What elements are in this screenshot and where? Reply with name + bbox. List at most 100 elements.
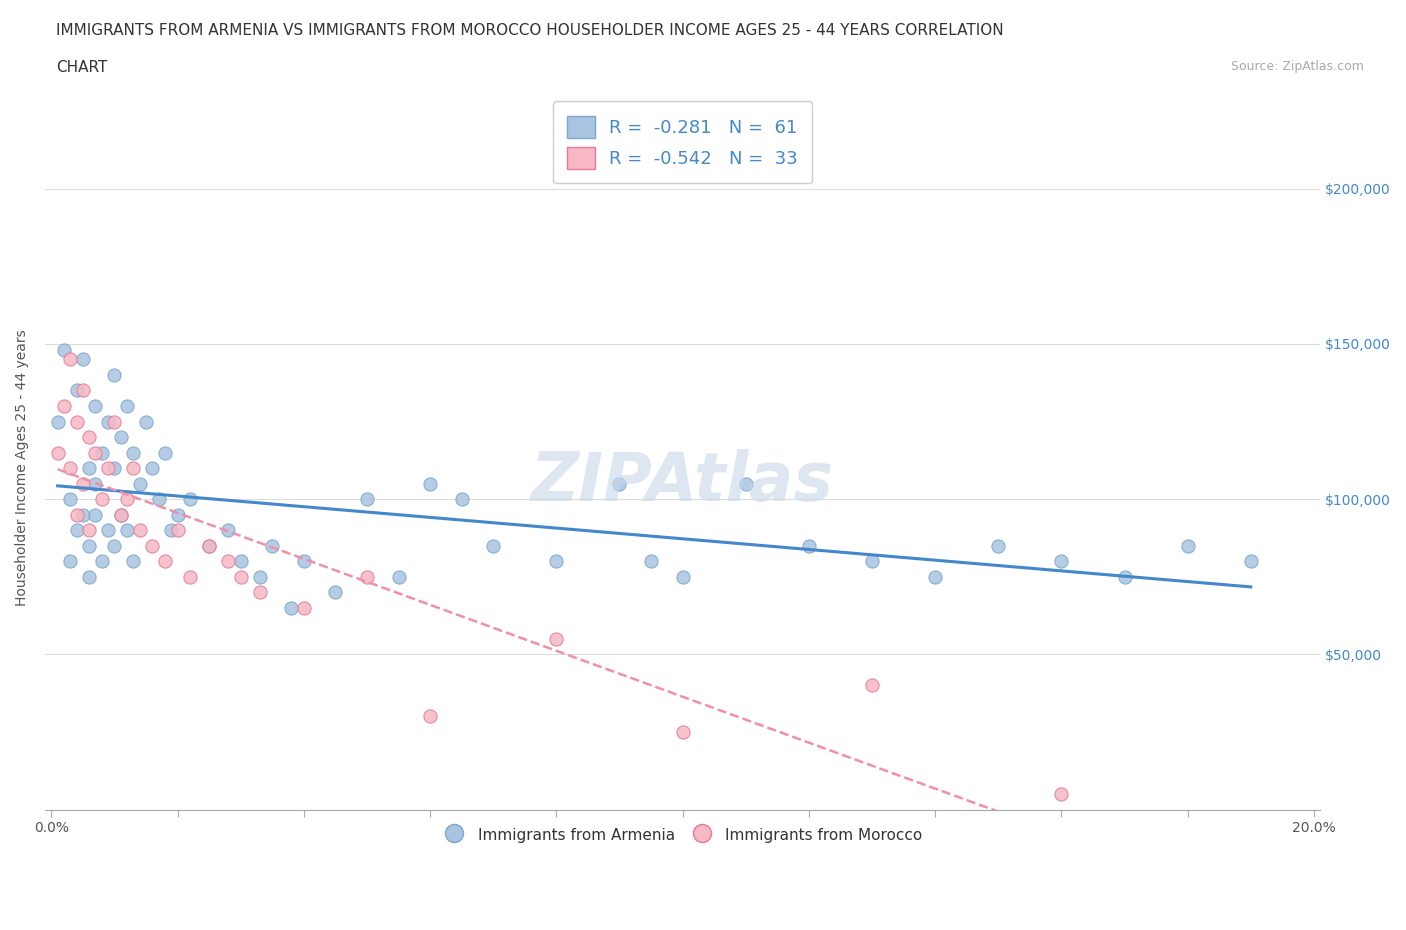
Point	[148, 492, 170, 507]
Point	[59, 553, 82, 568]
Point	[356, 492, 378, 507]
Point	[249, 569, 271, 584]
Point	[103, 414, 125, 429]
Point	[217, 523, 239, 538]
Point	[419, 476, 441, 491]
Point	[160, 523, 183, 538]
Point	[179, 492, 201, 507]
Point	[672, 724, 695, 739]
Point	[217, 553, 239, 568]
Point	[797, 538, 820, 553]
Point	[198, 538, 221, 553]
Point	[46, 414, 69, 429]
Point	[128, 523, 150, 538]
Point	[65, 507, 87, 522]
Point	[987, 538, 1010, 553]
Point	[135, 414, 157, 429]
Point	[77, 569, 100, 584]
Point	[1050, 553, 1073, 568]
Point	[153, 553, 176, 568]
Point	[1240, 553, 1263, 568]
Point	[419, 709, 441, 724]
Point	[356, 569, 378, 584]
Point	[128, 476, 150, 491]
Point	[72, 507, 94, 522]
Point	[90, 492, 112, 507]
Point	[77, 523, 100, 538]
Point	[110, 507, 132, 522]
Point	[72, 476, 94, 491]
Point	[103, 460, 125, 475]
Point	[924, 569, 946, 584]
Point	[141, 538, 163, 553]
Point	[115, 523, 138, 538]
Point	[65, 523, 87, 538]
Point	[292, 601, 315, 616]
Point	[59, 460, 82, 475]
Point	[84, 476, 107, 491]
Point	[65, 383, 87, 398]
Point	[609, 476, 631, 491]
Point	[77, 460, 100, 475]
Point	[122, 445, 145, 460]
Point	[90, 553, 112, 568]
Point	[325, 585, 347, 600]
Point	[59, 492, 82, 507]
Point	[860, 553, 883, 568]
Point	[52, 399, 75, 414]
Point	[249, 585, 271, 600]
Point	[90, 445, 112, 460]
Point	[387, 569, 409, 584]
Point	[103, 538, 125, 553]
Point	[141, 460, 163, 475]
Y-axis label: Householder Income Ages 25 - 44 years: Householder Income Ages 25 - 44 years	[15, 330, 30, 606]
Point	[1177, 538, 1199, 553]
Point	[640, 553, 662, 568]
Point	[110, 430, 132, 445]
Text: IMMIGRANTS FROM ARMENIA VS IMMIGRANTS FROM MOROCCO HOUSEHOLDER INCOME AGES 25 - : IMMIGRANTS FROM ARMENIA VS IMMIGRANTS FR…	[56, 23, 1004, 38]
Point	[84, 445, 107, 460]
Point	[72, 352, 94, 366]
Point	[450, 492, 472, 507]
Point	[122, 553, 145, 568]
Text: ZIPAtlas: ZIPAtlas	[531, 449, 834, 514]
Point	[97, 523, 120, 538]
Point	[546, 553, 568, 568]
Point	[153, 445, 176, 460]
Point	[84, 507, 107, 522]
Point	[280, 601, 302, 616]
Point	[115, 399, 138, 414]
Point	[77, 538, 100, 553]
Point	[115, 492, 138, 507]
Point	[229, 569, 252, 584]
Point	[110, 507, 132, 522]
Point	[77, 430, 100, 445]
Point	[198, 538, 221, 553]
Point	[103, 367, 125, 382]
Point	[672, 569, 695, 584]
Point	[229, 553, 252, 568]
Point	[65, 414, 87, 429]
Point	[1114, 569, 1136, 584]
Point	[52, 342, 75, 357]
Text: Source: ZipAtlas.com: Source: ZipAtlas.com	[1230, 60, 1364, 73]
Point	[1050, 787, 1073, 802]
Point	[59, 352, 82, 366]
Text: CHART: CHART	[56, 60, 108, 75]
Point	[860, 678, 883, 693]
Point	[166, 523, 188, 538]
Legend: Immigrants from Armenia, Immigrants from Morocco: Immigrants from Armenia, Immigrants from…	[430, 814, 935, 857]
Point	[179, 569, 201, 584]
Point	[97, 460, 120, 475]
Point	[97, 414, 120, 429]
Point	[546, 631, 568, 646]
Point	[72, 383, 94, 398]
Point	[482, 538, 505, 553]
Point	[166, 507, 188, 522]
Point	[262, 538, 284, 553]
Point	[292, 553, 315, 568]
Point	[84, 399, 107, 414]
Point	[734, 476, 756, 491]
Point	[122, 460, 145, 475]
Point	[46, 445, 69, 460]
